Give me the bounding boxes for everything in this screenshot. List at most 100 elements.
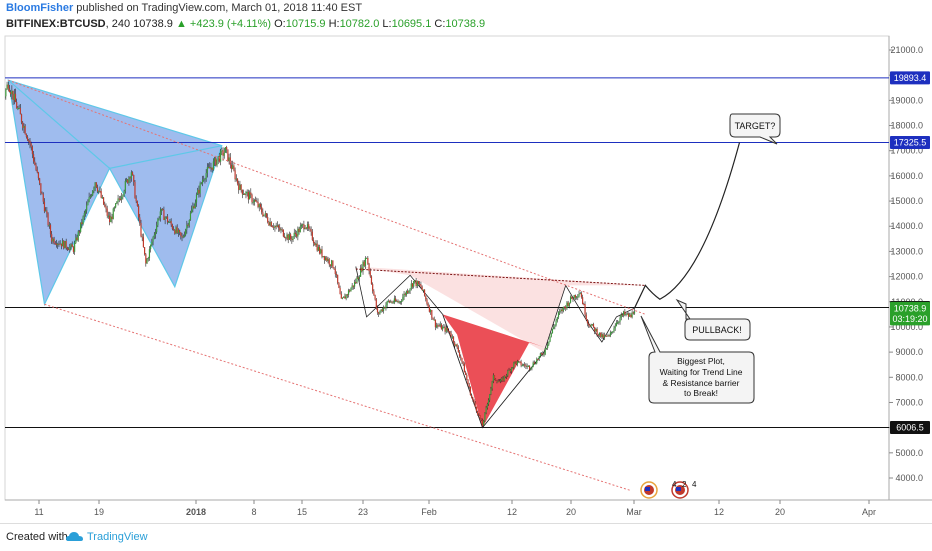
candle-body <box>244 194 245 195</box>
price-chart[interactable]: 21000.020000.019000.018000.017000.016000… <box>0 0 932 523</box>
candle-body <box>463 362 464 364</box>
candle-body <box>418 281 419 284</box>
candle-body <box>424 290 425 296</box>
event-count-3: 4 <box>692 480 697 489</box>
x-tick-label: 19 <box>94 507 104 517</box>
candle-body <box>151 242 152 245</box>
high-value: 10782.0 <box>340 18 380 30</box>
last-price-badge-label: 10738.9 <box>894 303 927 313</box>
candle-body <box>33 154 34 161</box>
candle-body <box>372 284 373 291</box>
tradingview-logo-icon[interactable] <box>66 531 84 543</box>
candle-body <box>288 235 289 240</box>
candle-body <box>409 289 410 291</box>
candle-body <box>55 243 56 244</box>
candle-body <box>0 107 1 111</box>
candle-body <box>314 243 315 245</box>
candle-body <box>21 114 22 122</box>
candle-body <box>377 308 378 312</box>
candle-body <box>343 297 344 298</box>
candle-body <box>267 217 268 222</box>
candle-body <box>192 206 193 209</box>
symbol-name[interactable]: BITFINEX:BTCUSD <box>6 18 106 30</box>
tradingview-brand[interactable]: TradingView <box>87 531 148 543</box>
candle-body <box>598 335 599 336</box>
candle-body <box>200 183 201 193</box>
candle-body <box>82 216 83 224</box>
candle-body <box>50 225 51 234</box>
candle-body <box>262 212 263 216</box>
candle-body <box>114 207 115 208</box>
candle-body <box>202 180 203 183</box>
event-count-2: 2 <box>682 480 687 489</box>
candle-body <box>17 108 18 109</box>
candle-body <box>37 170 38 173</box>
candle-body <box>339 288 340 294</box>
candle-body <box>38 172 39 178</box>
candle-body <box>469 384 470 387</box>
candle-body <box>270 222 271 225</box>
candle-body <box>3 98 4 100</box>
candle-body <box>43 194 44 201</box>
candle-body <box>2 100 3 107</box>
candle-body <box>166 217 167 218</box>
candle-body <box>156 225 157 232</box>
candle-body <box>175 227 176 233</box>
candle-body <box>476 407 477 412</box>
candle-body <box>574 295 575 299</box>
candle-body <box>589 325 590 326</box>
candle-body <box>546 348 547 349</box>
candle-body <box>566 302 567 308</box>
candle-body <box>62 241 63 246</box>
candle-body <box>548 342 549 345</box>
candle-body <box>321 249 322 256</box>
candle-body <box>396 301 397 302</box>
candle-body <box>150 245 151 249</box>
candle-body <box>108 216 109 217</box>
candle-body <box>506 375 507 376</box>
author-name[interactable]: BloomFisher <box>6 2 73 14</box>
candle-body <box>494 375 495 379</box>
candle-body <box>168 222 169 223</box>
candle-body <box>499 381 500 382</box>
candle-body <box>616 323 617 327</box>
candle-body <box>68 249 69 250</box>
symbol-info-bar: BITFINEX:BTCUSD, 240 10738.9 ▲ +423.9 (+… <box>6 18 485 30</box>
candle-body <box>52 239 53 242</box>
candle-body <box>163 210 164 220</box>
countdown-badge-label: 03:19:20 <box>892 314 927 324</box>
candle-body <box>29 141 30 144</box>
candle-body <box>39 178 40 183</box>
candle-body <box>209 167 210 168</box>
candle-body <box>67 248 68 249</box>
candle-body <box>247 192 248 193</box>
candle-body <box>204 179 205 180</box>
candle-body <box>125 181 126 191</box>
candle-body <box>137 201 138 206</box>
candle-body <box>466 375 467 380</box>
candle-body <box>442 327 443 329</box>
candle-body <box>458 347 459 352</box>
candle-body <box>495 379 496 380</box>
candle-body <box>226 147 227 149</box>
candle-body <box>203 179 204 180</box>
us-flag-event-icon[interactable] <box>641 482 657 498</box>
candle-body <box>342 298 343 299</box>
candle-body <box>627 314 628 315</box>
candle-body <box>312 232 313 240</box>
candle-body <box>222 150 223 155</box>
candle-body <box>425 296 426 299</box>
candle-body <box>565 307 566 309</box>
x-tick-label: 12 <box>714 507 724 517</box>
candle-body <box>478 415 479 416</box>
candle-body <box>56 244 57 245</box>
candle-body <box>419 284 420 285</box>
candle-body <box>152 237 153 242</box>
candle-body <box>529 366 530 370</box>
candle-body <box>400 302 401 303</box>
candle-body <box>624 312 625 315</box>
candle-body <box>311 229 312 231</box>
candle-body <box>629 315 630 317</box>
candle-body <box>399 302 400 303</box>
candle-body <box>236 179 237 180</box>
